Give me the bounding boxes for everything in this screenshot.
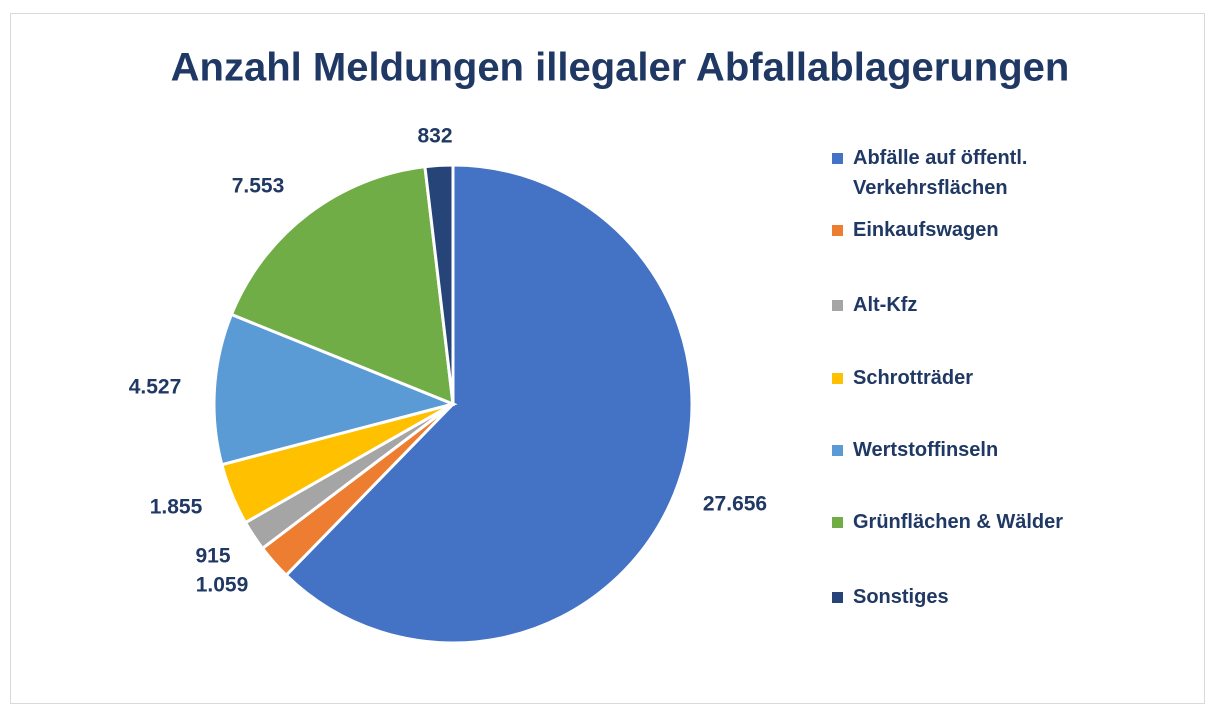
legend-label: Abfälle auf öffentl. Verkehrsflächen <box>853 147 1028 199</box>
legend-swatch <box>832 153 843 164</box>
legend-label: Sonstiges <box>853 586 949 608</box>
data-label: 1.855 <box>150 496 203 519</box>
legend-label: Einkaufswagen <box>853 219 999 241</box>
data-label: 7.553 <box>232 175 285 198</box>
pie-slice <box>229 164 455 407</box>
legend-swatch <box>832 373 843 384</box>
legend-swatch <box>832 225 843 236</box>
legend-label: Wertstoffinseln <box>853 439 999 461</box>
legend-label: Alt-Kfz <box>853 294 918 316</box>
legend-label: Grünflächen & Wälder <box>853 511 1064 533</box>
data-label: 832 <box>417 125 452 148</box>
data-label: 1.059 <box>196 574 249 597</box>
legend-swatch <box>832 592 843 603</box>
legend-label: Schrotträder <box>853 367 974 389</box>
pie-slice <box>284 163 694 645</box>
legend-swatch <box>832 300 843 311</box>
data-label: 27.656 <box>703 493 767 516</box>
chart-title: Anzahl Meldungen illegaler Abfallablager… <box>171 46 1070 90</box>
data-label: 4.527 <box>129 376 182 399</box>
legend-swatch <box>832 517 843 528</box>
data-label: 915 <box>195 545 230 568</box>
legend-swatch <box>832 445 843 456</box>
pie-slice <box>212 312 458 467</box>
pie-slice <box>423 163 455 405</box>
